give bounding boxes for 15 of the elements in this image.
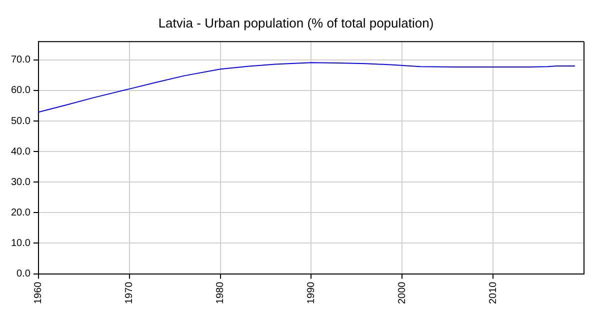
y-tick-label: 50.0	[10, 116, 31, 127]
y-tick-label: 40.0	[10, 146, 31, 158]
x-tick-label: 1990	[306, 281, 317, 304]
chart-title: Latvia - Urban population (% of total population)	[158, 15, 434, 30]
y-tick-label: 70.0	[10, 54, 31, 66]
x-tick-label: 2000	[396, 281, 408, 304]
x-tick-label: 1980	[215, 281, 226, 304]
y-tick-label: 60.0	[10, 85, 31, 96]
y-tick-label: 20.0	[10, 207, 31, 218]
x-tick-label: 2010	[488, 281, 499, 304]
y-tick-label: 0.0	[16, 268, 31, 280]
y-tick-label: 10.0	[10, 238, 31, 249]
x-tick-label: 1970	[124, 281, 136, 304]
y-tick-label: 30.0	[10, 176, 31, 188]
x-tick-label: 1960	[33, 281, 44, 304]
